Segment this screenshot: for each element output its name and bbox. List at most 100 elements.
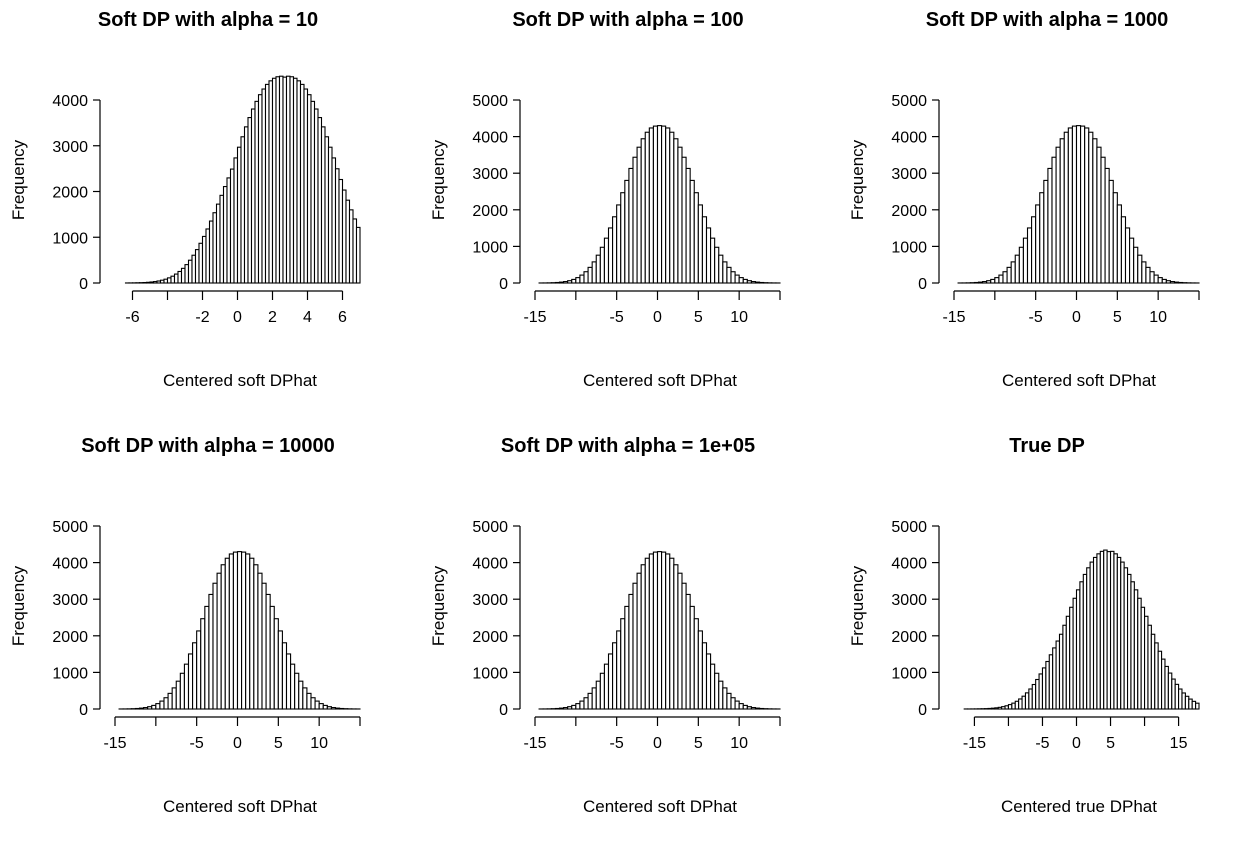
- histogram-bar: [693, 618, 699, 710]
- x-tick-label: 5: [1113, 309, 1122, 326]
- histogram-bar: [973, 281, 980, 284]
- x-tick-label: -5: [190, 735, 204, 752]
- y-tick-label: 0: [79, 276, 88, 293]
- histogram-bar: [575, 703, 581, 710]
- histogram-panel: Soft DP with alpha = 100 0 1000 2000 3000 400…: [429, 9, 781, 390]
- histogram-bar: [1039, 192, 1045, 284]
- histogram-bar: [1120, 216, 1127, 284]
- x-axis-label: Centered true DPhat: [1001, 797, 1157, 816]
- x-tick-label: 2: [268, 309, 277, 326]
- histogram-bar: [1055, 146, 1061, 284]
- histogram-bar: [986, 280, 992, 284]
- histogram-bar: [326, 706, 332, 710]
- histogram-bar: [644, 131, 650, 284]
- histogram-bar: [1047, 167, 1053, 284]
- histogram-bar: [742, 704, 748, 710]
- x-tick-label: 0: [653, 735, 662, 752]
- y-tick-label: 4000: [891, 130, 927, 147]
- y-axis-label: Frequency: [9, 565, 28, 646]
- x-tick-label: 10: [1149, 309, 1167, 326]
- histogram-bar: [1169, 281, 1176, 284]
- histogram-bar: [705, 653, 712, 710]
- histogram-bar: [750, 281, 757, 284]
- histogram-bar: [722, 687, 728, 710]
- histogram-bar: [726, 266, 732, 284]
- y-tick-label: 2000: [891, 203, 927, 220]
- histogram-bar: [318, 703, 324, 710]
- histogram-bar: [212, 582, 218, 710]
- histogram-bar: [302, 687, 308, 710]
- histogram-bar: [722, 261, 728, 284]
- histogram-bar: [306, 692, 312, 710]
- histogram-panel: True DP 0 1000 2000 3000 4000 5000 -15 -5 0 5 15 Cen…: [848, 435, 1200, 816]
- histogram-bar: [656, 551, 663, 710]
- y-axis-label: Frequency: [848, 565, 867, 646]
- histogram-bar: [1178, 281, 1184, 284]
- histogram-bar: [285, 653, 292, 710]
- histogram-bar: [982, 281, 988, 284]
- histogram-bar: [603, 237, 610, 284]
- histogram-bar: [1067, 127, 1073, 284]
- x-tick-label: 4: [303, 309, 312, 326]
- histogram-bar: [607, 227, 614, 284]
- x-tick-label: 6: [338, 309, 347, 326]
- histogram-bar: [759, 281, 765, 284]
- chart-title: Soft DP with alpha = 1e+05: [501, 435, 755, 457]
- histogram-bar: [726, 692, 732, 710]
- histogram-bar: [1161, 278, 1167, 284]
- histogram-bar: [579, 274, 585, 284]
- histogram-bar: [624, 605, 630, 710]
- y-tick-label: 2000: [52, 629, 88, 646]
- histogram-bar: [1173, 281, 1180, 284]
- histogram-bar: [595, 254, 601, 284]
- histogram-bar: [644, 557, 650, 710]
- y-tick-label: 0: [499, 276, 508, 293]
- y-tick-label: 4000: [52, 556, 88, 573]
- x-tick-label: -15: [523, 735, 546, 752]
- histogram-bar: [147, 706, 153, 710]
- histogram-bar: [599, 672, 605, 710]
- histogram-bar: [224, 557, 230, 710]
- histogram-bar: [1195, 702, 1200, 710]
- x-axis-label: Centered soft DPhat: [583, 797, 737, 816]
- histogram-bar: [281, 642, 288, 710]
- x-tick-label: 0: [1072, 309, 1081, 326]
- histogram-bar: [1116, 204, 1122, 284]
- histogram-bar: [977, 281, 984, 284]
- histogram-bar: [681, 582, 687, 710]
- histogram-bar: [616, 630, 622, 710]
- histogram-bar: [196, 630, 202, 710]
- y-tick-label: 2000: [52, 185, 88, 202]
- histogram-bar: [554, 707, 561, 710]
- histogram-bar: [746, 280, 752, 284]
- x-tick-label: 5: [1106, 735, 1115, 752]
- histogram-bar: [200, 618, 206, 710]
- histogram-bar: [192, 642, 198, 710]
- x-tick-label: 10: [310, 735, 328, 752]
- histogram-bar: [1075, 125, 1082, 284]
- histogram-bar: [179, 672, 185, 710]
- histogram-bar: [990, 278, 996, 284]
- histogram-bar: [738, 703, 744, 710]
- histogram-bar: [1035, 204, 1041, 284]
- histogram-bar: [673, 138, 679, 284]
- histogram-bar: [290, 663, 296, 710]
- y-tick-label: 2000: [472, 629, 508, 646]
- histogram-bar: [571, 278, 577, 284]
- histogram-bar: [334, 707, 341, 710]
- histogram-bar: [685, 167, 691, 284]
- histogram-bar: [652, 551, 659, 710]
- histogram-bar: [750, 707, 757, 710]
- histogram-bar: [1006, 266, 1012, 284]
- y-tick-label: 3000: [52, 592, 88, 609]
- histogram-bar: [1026, 227, 1033, 284]
- histogram-bar: [1157, 277, 1163, 284]
- histogram-bar: [1043, 179, 1049, 284]
- x-tick-label: -2: [195, 309, 209, 326]
- x-tick-label: 0: [1072, 735, 1081, 752]
- histogram-bar: [1100, 156, 1106, 284]
- y-axis-label: Frequency: [429, 139, 448, 220]
- chart-title: Soft DP with alpha = 10000: [81, 435, 335, 457]
- histogram-bar: [599, 246, 605, 284]
- histogram-bar: [1018, 246, 1024, 284]
